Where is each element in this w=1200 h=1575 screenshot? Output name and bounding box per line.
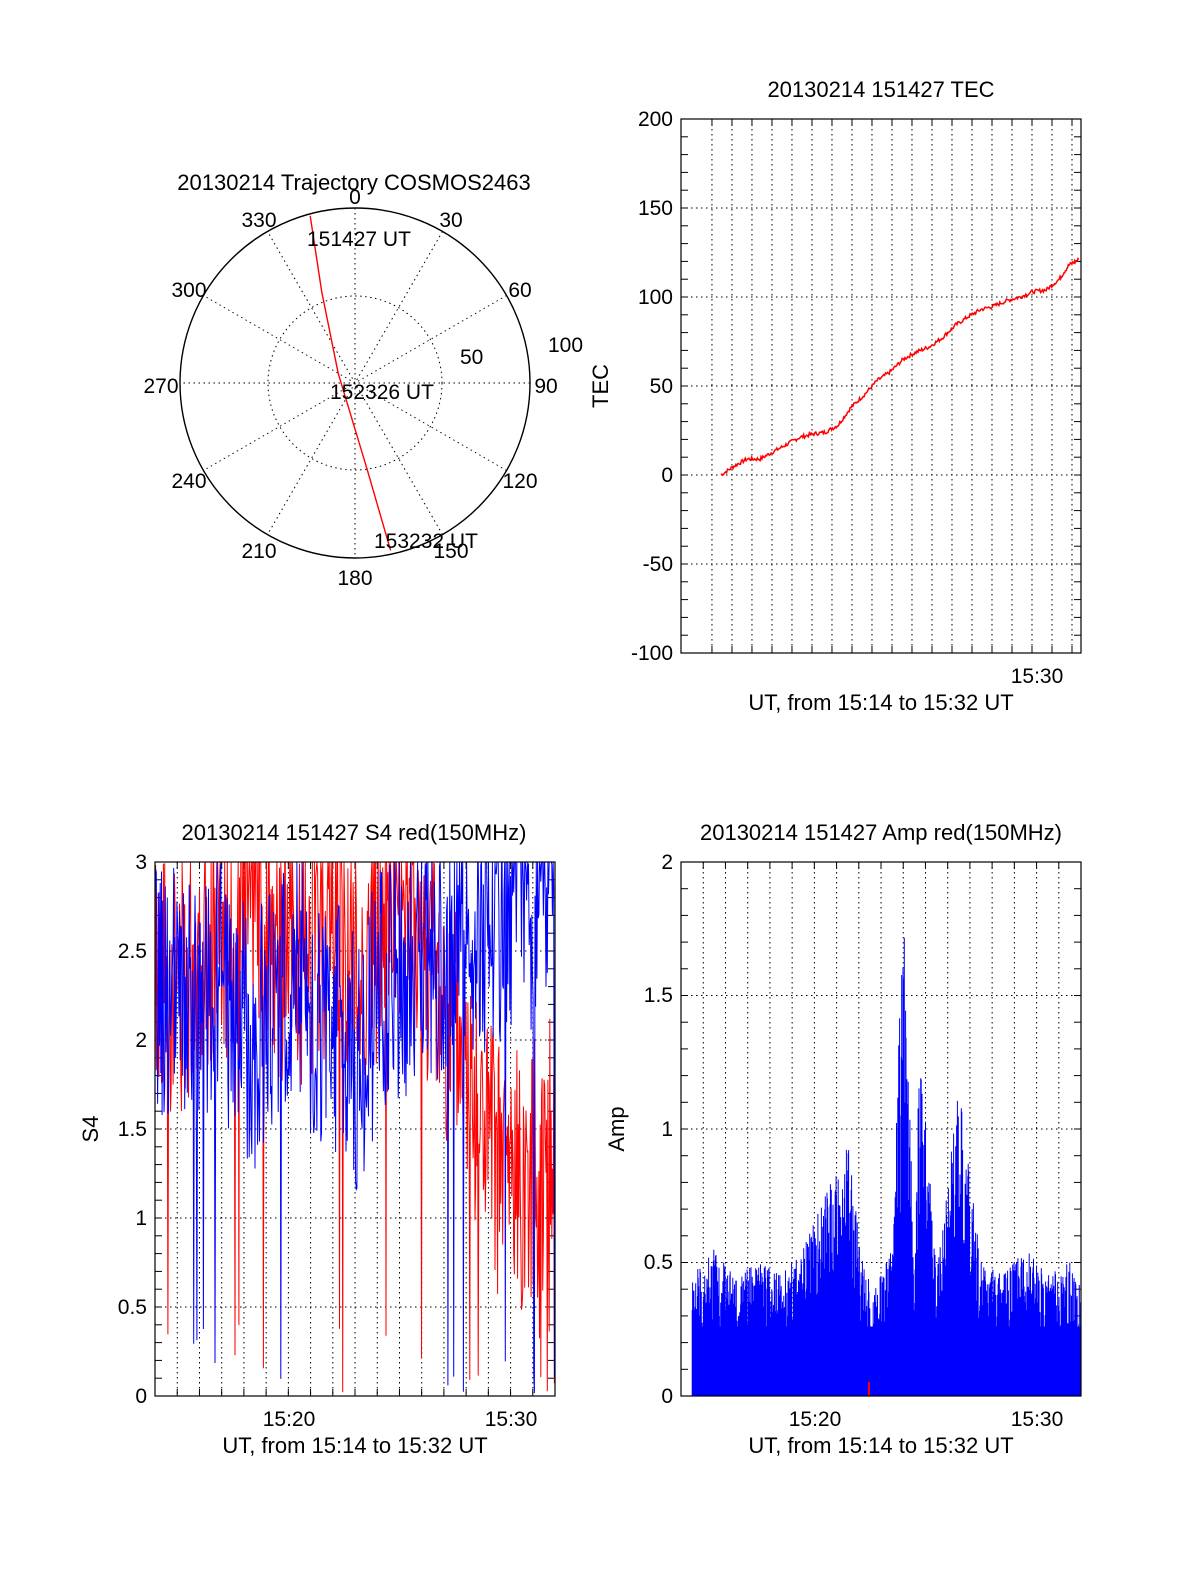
- amp-ytick: 2: [661, 851, 673, 874]
- s4-series-line: [154, 861, 556, 1393]
- amp-xtick: 15:30: [1011, 1408, 1064, 1431]
- s4-plot-frame: [154, 861, 556, 1397]
- azimuth-label: 90: [534, 375, 557, 398]
- azimuth-label: 180: [337, 567, 372, 590]
- s4-series-line: [154, 861, 556, 1394]
- tec-ytick: -100: [631, 642, 673, 665]
- s4-ytick: 3: [135, 851, 147, 874]
- trajectory-line: [309, 215, 392, 551]
- amp-ylabel: Amp: [604, 1106, 629, 1151]
- s4-ytick: 2.5: [118, 940, 147, 963]
- tec-xlabel: UT, from 15:14 to 15:32 UT: [748, 690, 1013, 715]
- polar-title: 20130214 Trajectory COSMOS2463: [177, 170, 530, 195]
- amp-ytick: 1: [661, 1118, 673, 1141]
- tec-ytick: 50: [650, 375, 673, 398]
- tec-ytick: 150: [638, 197, 673, 220]
- azimuth-label: 30: [439, 209, 462, 232]
- polar-spoke: [267, 231, 443, 535]
- amp-plot-frame: [680, 861, 1082, 1397]
- polar-trajectory-panel: 20130214 Trajectory COSMOS2463 0 30 60 90 12…: [143, 170, 583, 590]
- amp-ytick: 0: [661, 1385, 673, 1408]
- s4-title: 20130214 151427 S4 red(150MHz): [182, 820, 527, 845]
- azimuth-label: 270: [143, 375, 178, 398]
- tec-title: 20130214 151427 TEC: [767, 77, 994, 102]
- amp-series: [691, 937, 1082, 1396]
- tec-ylabel: TEC: [588, 364, 613, 408]
- s4-ytick: 1: [135, 1207, 147, 1230]
- azimuth-label: 330: [241, 209, 276, 232]
- tec-plot-frame: [680, 118, 1082, 654]
- s4-ytick: 0.5: [118, 1296, 147, 1319]
- ring-label-100: 100: [548, 334, 583, 357]
- tec-grid: [681, 119, 1081, 653]
- s4-xtick: 15:30: [485, 1408, 538, 1431]
- s4-xtick: 15:20: [263, 1408, 316, 1431]
- trajectory-end-label: 153232 UT: [374, 530, 478, 553]
- amp-panel: 20130214 151427 Amp red(150MHz) 2 1.5 1 …: [604, 820, 1082, 1458]
- amp-ytick: 0.5: [644, 1251, 673, 1274]
- s4-ylabel: S4: [78, 1116, 103, 1143]
- polar-azimuth-labels: 0 30 60 90 120 150 180 210 240 270 300 330: [143, 186, 557, 590]
- amp-ytick: 1.5: [644, 984, 673, 1007]
- azimuth-label: 150: [433, 540, 468, 563]
- tec-ticks: [681, 119, 1081, 653]
- tec-xtick: 15:30: [1011, 665, 1064, 688]
- azimuth-label: 210: [241, 540, 276, 563]
- s4-ytick: 1.5: [118, 1118, 147, 1141]
- tec-ytick: 0: [661, 464, 673, 487]
- tec-ytick: 100: [638, 286, 673, 309]
- azimuth-label: 240: [171, 470, 206, 493]
- ring-label-50: 50: [460, 346, 483, 369]
- amp-xlabel: UT, from 15:14 to 15:32 UT: [748, 1433, 1013, 1458]
- amp-series-fill: [692, 1326, 1081, 1396]
- s4-ytick: 0: [135, 1385, 147, 1408]
- azimuth-label: 120: [502, 470, 537, 493]
- azimuth-label: 300: [171, 279, 206, 302]
- amp-ticks: [680, 862, 1082, 1396]
- s4-xlabel: UT, from 15:14 to 15:32 UT: [222, 1433, 487, 1458]
- tec-ytick: 200: [638, 108, 673, 131]
- tec-ytick: -50: [643, 553, 673, 576]
- s4-ytick: 2: [135, 1029, 147, 1052]
- s4-panel: 20130214 151427 S4 red(150MHz) 3 2.5 2 1…: [78, 820, 556, 1458]
- trajectory-mid-label: 152326 UT: [330, 381, 434, 404]
- amp-xtick: 15:20: [789, 1408, 842, 1431]
- trajectory-start-label: 151427 UT: [307, 228, 411, 251]
- azimuth-label: 60: [508, 279, 531, 302]
- tec-series-line: [720, 256, 1080, 477]
- tec-panel: 20130214 151427 TEC 200 150 100 50 0 -50…: [588, 77, 1082, 715]
- azimuth-label: 0: [349, 186, 361, 209]
- amp-title: 20130214 151427 Amp red(150MHz): [700, 820, 1062, 845]
- s4-series: [154, 861, 556, 1394]
- polar-inner-ring: [267, 295, 443, 471]
- polar-grid: [179, 207, 531, 559]
